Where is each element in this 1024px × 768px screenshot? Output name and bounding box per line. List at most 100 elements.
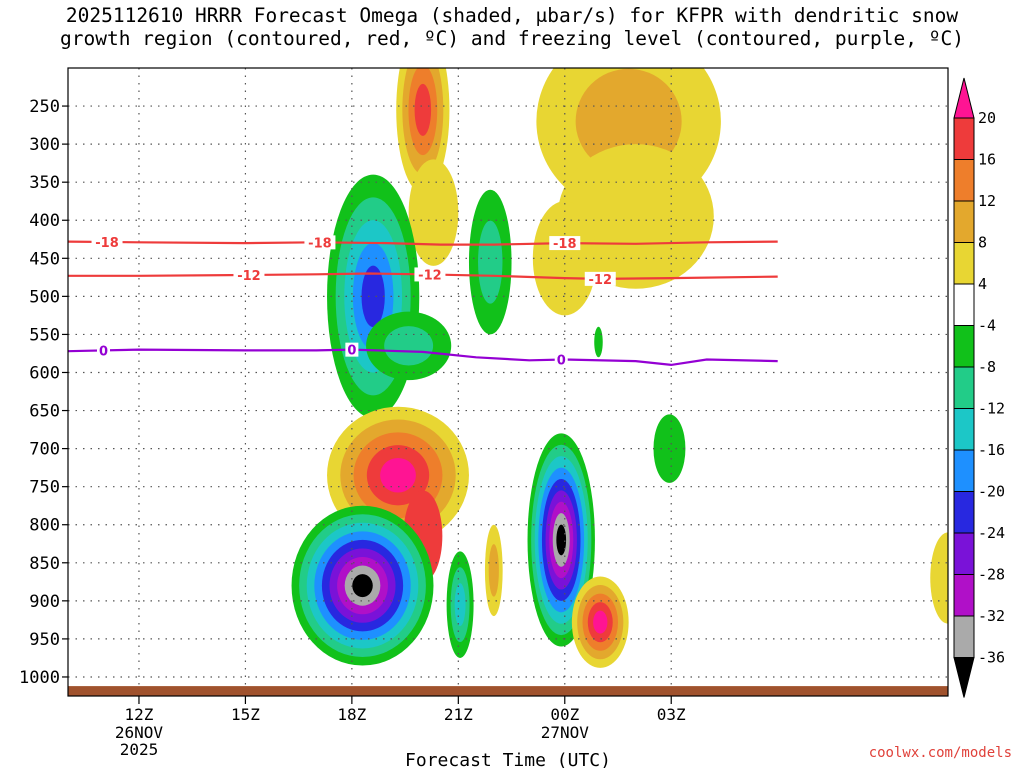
title-line-2: growth region (contoured, red, ºC) and f…: [60, 27, 964, 50]
colorbar-label-4: 4: [978, 275, 987, 293]
contour-label-bg-0-2: [549, 236, 581, 251]
x-tick-sublabel-00Z-0: 27NOV: [541, 723, 590, 742]
colorbar: 20 16 12 8 4 -4 -8 -12 -16 -20 -24 -28 -32 -36: [953, 77, 1005, 698]
contour-label-bg-2-2: [554, 352, 568, 367]
colorbar-label-5: -4: [978, 317, 996, 335]
y-tick-label-900: 900: [29, 592, 60, 612]
omega-field: [291, 68, 948, 668]
colorbar-bin-0: [953, 77, 975, 119]
x-tick-label-21Z: 21Z: [444, 705, 473, 724]
colorbar-bin-1: [953, 117, 975, 160]
omega-cell-12-level-2: [454, 583, 466, 627]
x-tick-label-03Z: 03Z: [657, 705, 686, 724]
contour-label-0-2: -18: [553, 237, 577, 252]
y-tick-label-350: 350: [29, 173, 60, 193]
contour-label-bg-2-1: [345, 342, 359, 357]
contour-label-0-0: -18: [95, 236, 119, 251]
colorbar-bin-10: [953, 491, 975, 534]
colorbar-label-10: -24: [978, 524, 1005, 542]
omega-cell-7-level-1: [478, 220, 503, 304]
colorbar-bin-5: [953, 283, 975, 326]
x-tick-label-00Z: 00Z: [550, 705, 579, 724]
temperature-contours: -18 -18 -18 -12 -12 -12 0 0 0: [68, 234, 778, 369]
colorbar-bin-7: [953, 366, 975, 409]
colorbar-bin-12: [953, 574, 975, 617]
contour-label-bg-2-0: [96, 343, 110, 358]
colorbar-label-7: -12: [978, 400, 1005, 418]
y-tick-label-400: 400: [29, 211, 60, 231]
colorbar-label-11: -28: [978, 566, 1005, 584]
x-tick-sublabel-12Z-1: 2025: [120, 740, 159, 759]
colorbar-bin-11: [953, 532, 975, 575]
y-tick-label-450: 450: [29, 249, 60, 269]
colorbar-bin-14: [953, 657, 975, 698]
y-tick-label-650: 650: [29, 402, 60, 422]
y-tick-label-800: 800: [29, 516, 60, 536]
y-tick-label-600: 600: [29, 363, 60, 383]
colorbar-label-13: -36: [978, 649, 1005, 667]
colorbar-label-0: 20: [978, 109, 996, 127]
colorbar-label-1: 16: [978, 151, 996, 169]
credit-text: coolwx.com/models: [868, 745, 1012, 761]
omega-cell-5-level-4: [361, 265, 385, 328]
y-tick-label-250: 250: [29, 97, 60, 117]
omega-cell-0-level-3: [414, 83, 432, 136]
contour-label-0-1: -18: [308, 236, 332, 251]
plot-frame: [67, 67, 949, 697]
omega-cell-6-level-1: [384, 326, 434, 366]
x-tick-label-12Z: 12Z: [125, 705, 154, 724]
contour-line-0: [68, 240, 778, 246]
colorbar-bin-9: [953, 449, 975, 492]
colorbar-bin-2: [953, 159, 975, 202]
y-tick-label-750: 750: [29, 478, 60, 498]
colorbar-bin-3: [953, 200, 975, 243]
contour-label-bg-1-1: [414, 267, 446, 282]
y-tick-label-300: 300: [29, 135, 60, 155]
contour-label-bg-1-2: [584, 271, 616, 286]
omega-cell-4-level-0: [532, 201, 597, 316]
omega-cell-1-level-0: [408, 159, 459, 266]
colorbar-label-9: -20: [978, 483, 1005, 501]
omega-cell-15-level-0: [594, 326, 603, 358]
omega-cell-13-level-8: [556, 524, 567, 556]
x-tick-label-18Z: 18Z: [337, 705, 366, 724]
x-tick-sublabel-12Z-0: 26NOV: [115, 723, 164, 742]
title-line-1: 2025112610 HRRR Forecast Omega (shaded, …: [65, 4, 959, 27]
contour-label-1-2: -12: [589, 273, 613, 288]
omega-cell-10-level-1: [488, 544, 499, 597]
colorbar-label-3: 8: [978, 234, 987, 252]
contour-label-2-0: 0: [99, 344, 108, 359]
contour-label-1-0: -12: [237, 269, 261, 284]
x-axis-label: Forecast Time (UTC): [405, 750, 611, 768]
contour-label-2-2: 0: [557, 354, 566, 369]
contour-label-bg-1-0: [233, 268, 265, 283]
chart-title: 2025112610 HRRR Forecast Omega (shaded, …: [0, 4, 1024, 50]
colorbar-bin-6: [953, 325, 975, 368]
colorbar-bin-8: [953, 408, 975, 451]
contour-label-bg-0-0: [91, 234, 123, 249]
contour-label-2-1: 0: [347, 344, 356, 359]
contour-label-1-1: -12: [418, 268, 442, 283]
colorbar-label-6: -8: [978, 358, 996, 376]
y-tick-label-1000: 1000: [19, 668, 60, 688]
contour-line-2: [68, 348, 778, 367]
omega-cell-17-level-0: [930, 532, 948, 624]
omega-cell-3-level-0: [557, 144, 714, 289]
colorbar-label-12: -32: [978, 607, 1005, 625]
y-tick-label-700: 700: [29, 440, 60, 460]
plot-background: [68, 68, 948, 696]
ground-bar: [68, 686, 948, 696]
colorbar-label-8: -16: [978, 441, 1005, 459]
y-tick-label-850: 850: [29, 554, 60, 574]
omega-cell-11-level-8: [352, 574, 373, 598]
y-tick-label-950: 950: [29, 630, 60, 650]
colorbar-bin-13: [953, 615, 975, 658]
y-tick-label-500: 500: [29, 287, 60, 307]
contour-label-bg-0-1: [304, 235, 336, 250]
x-tick-label-15Z: 15Z: [231, 705, 260, 724]
omega-cell-8-level-4: [380, 457, 416, 493]
colorbar-bin-4: [953, 242, 975, 285]
y-axis: 250 300 350 400 450 500 550 600 650 700 750 800 850 9…: [19, 97, 68, 688]
